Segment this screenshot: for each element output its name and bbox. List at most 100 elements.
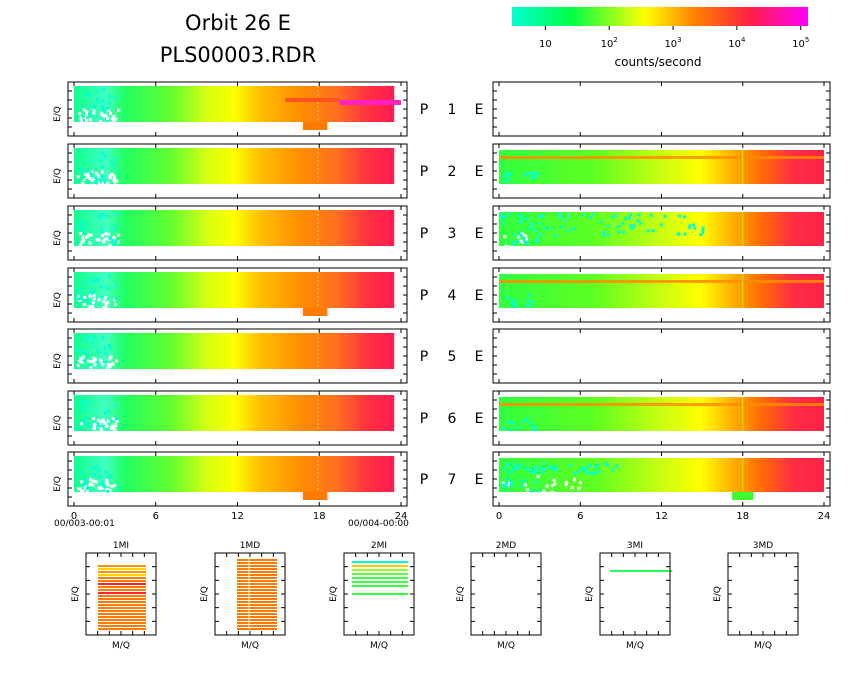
mass-plot-ylabel: E/Q: [200, 586, 210, 602]
background-speck: [101, 424, 105, 428]
background-speck: [80, 407, 84, 411]
background-speck: [87, 233, 91, 237]
mass-channel-row: [237, 616, 277, 618]
background-speck: [570, 486, 574, 490]
background-speck: [573, 472, 577, 475]
panel-row: E/Q P 5 E: [53, 328, 831, 384]
background-speck: [99, 179, 103, 183]
background-speck: [597, 469, 601, 473]
background-speck: [117, 108, 121, 112]
mass-channel-row: [352, 577, 408, 579]
background-speck: [111, 362, 115, 366]
background-speck: [532, 175, 536, 179]
mass-plot-ylabel: E/Q: [71, 586, 81, 602]
background-speck: [522, 236, 526, 240]
background-speck: [534, 427, 538, 431]
mass-channel-row: [237, 583, 277, 585]
background-speck: [97, 418, 101, 422]
background-speck: [85, 489, 89, 493]
background-speck: [501, 483, 505, 487]
background-speck: [93, 363, 97, 367]
background-speck: [91, 301, 95, 305]
background-speck: [535, 466, 539, 470]
background-speck: [100, 113, 104, 116]
background-speck: [108, 243, 112, 247]
y-axis-label: E/Q: [53, 353, 63, 369]
background-speck: [106, 181, 110, 185]
background-speck: [82, 398, 86, 402]
background-speck: [83, 295, 87, 299]
background-speck: [112, 114, 116, 118]
mass-channel-row: [237, 562, 277, 564]
background-speck: [81, 489, 85, 493]
background-speck: [529, 304, 533, 308]
background-speck: [524, 303, 528, 307]
background-speck: [88, 176, 92, 180]
background-speck: [94, 480, 98, 484]
background-speck: [89, 482, 93, 486]
background-speck: [688, 226, 692, 230]
background-speck: [101, 180, 104, 184]
background-speck: [549, 465, 552, 468]
right-x-tick-label: 18: [736, 511, 749, 522]
background-speck: [107, 108, 110, 112]
left-x-tick-label: 0: [71, 511, 77, 522]
background-speck: [535, 173, 539, 177]
background-speck: [91, 305, 95, 309]
background-speck: [82, 359, 86, 363]
background-speck: [639, 221, 643, 225]
mass-channel-row: [98, 622, 146, 624]
background-speck: [511, 421, 515, 425]
left-spectrogram-band: [74, 272, 395, 308]
background-speck: [89, 360, 93, 364]
background-speck: [606, 233, 610, 237]
background-speck: [108, 488, 112, 492]
mass-channel-row: [98, 610, 146, 612]
mass-plot-frame: [727, 552, 799, 636]
background-speck: [114, 297, 118, 301]
mass-channel-row: [237, 622, 277, 624]
background-speck: [106, 366, 110, 370]
background-speck: [81, 115, 85, 119]
background-speck: [111, 239, 115, 242]
background-speck: [89, 172, 93, 176]
background-speck: [98, 475, 102, 478]
background-speck: [606, 224, 610, 228]
background-speck: [95, 181, 99, 185]
background-speck: [89, 425, 93, 429]
background-speck: [526, 171, 530, 175]
background-speck: [513, 303, 517, 307]
background-speck: [503, 466, 506, 470]
background-speck: [538, 233, 542, 237]
background-speck: [505, 172, 509, 176]
background-speck: [80, 220, 84, 224]
background-speck: [102, 360, 106, 364]
background-speck: [594, 470, 598, 474]
background-speck: [564, 483, 568, 487]
background-speck: [554, 465, 557, 469]
data-gap-block: [302, 492, 328, 500]
background-speck: [510, 302, 514, 305]
background-speck: [604, 462, 608, 466]
background-speck: [552, 478, 556, 482]
background-speck: [115, 417, 119, 421]
mass-plot-title: 3MI: [627, 541, 643, 551]
background-speck: [514, 298, 518, 302]
background-speck: [97, 469, 101, 473]
background-speck: [521, 240, 525, 244]
background-speck: [501, 215, 504, 219]
background-speck: [87, 300, 91, 304]
background-speck: [92, 111, 96, 115]
background-speck: [507, 481, 511, 485]
background-speck: [93, 466, 97, 469]
panel-e-label: E: [475, 226, 484, 242]
left-x-tick-label: 24: [395, 511, 408, 522]
background-speck: [550, 490, 554, 494]
background-speck: [621, 222, 624, 226]
mass-plot-xlabel: M/Q: [112, 641, 130, 651]
background-speck: [79, 243, 83, 247]
mass-channel-row: [98, 574, 146, 576]
background-speck: [533, 465, 537, 469]
background-speck: [527, 299, 530, 303]
panel-rows: E/Q P 1 E E/Q P 2 E E/Q P 3 E E/Q P 4 E E/Q P 5 E E/Q P 6 E E/Q P…: [53, 81, 831, 522]
